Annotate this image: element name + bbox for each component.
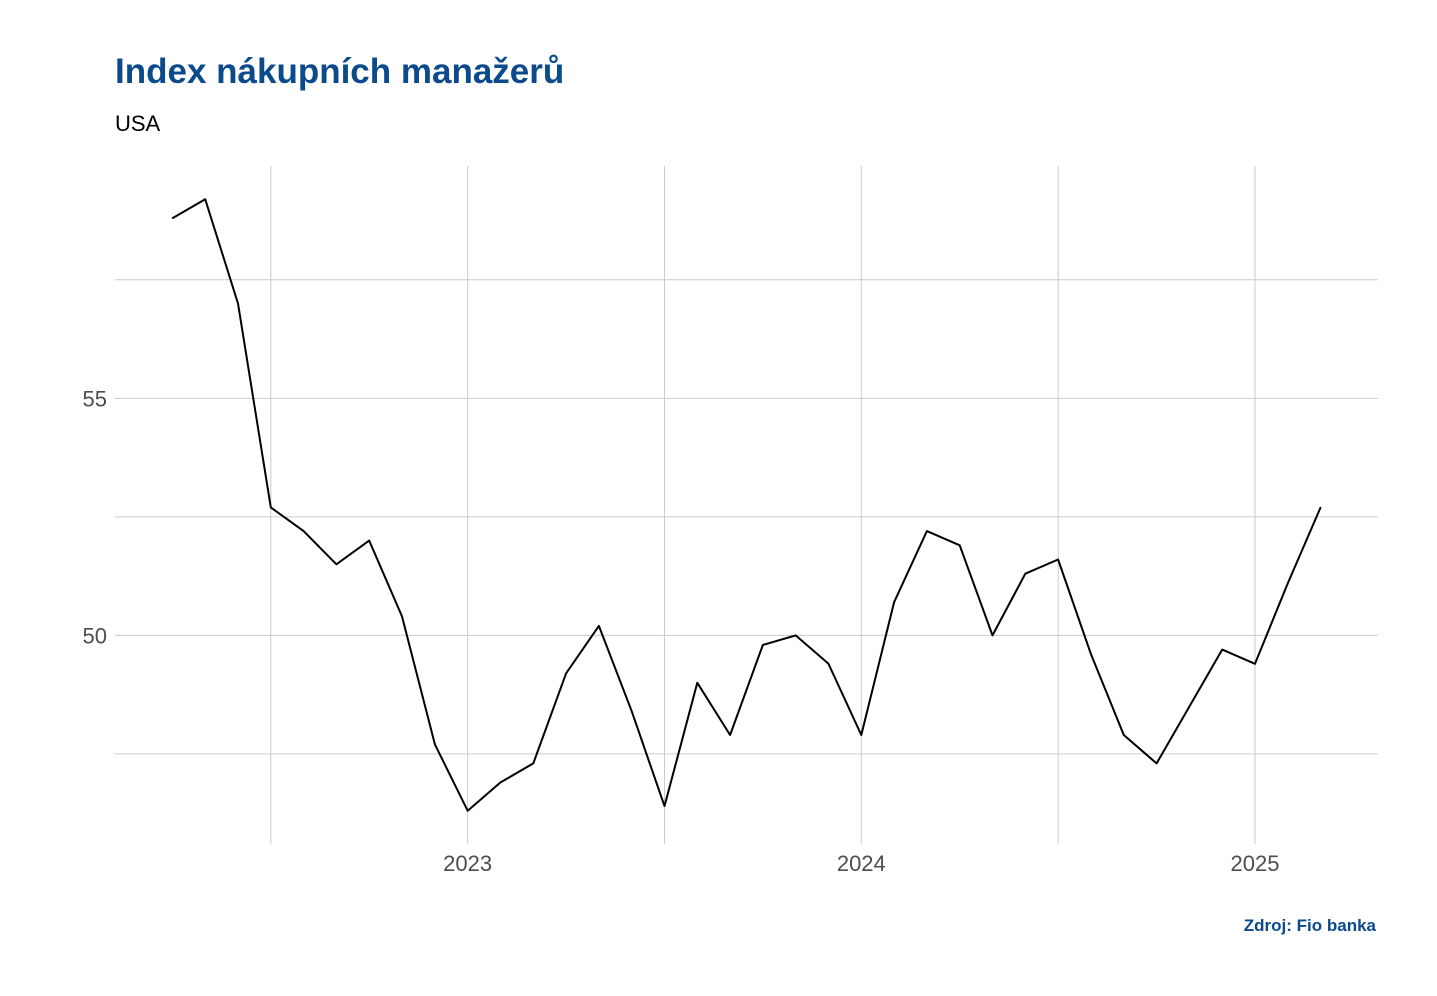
y-tick-label: 55 [83, 386, 107, 411]
data-point [368, 540, 370, 542]
data-point [729, 734, 731, 736]
data-point [991, 634, 994, 637]
data-point [1090, 653, 1092, 655]
data-point [1221, 649, 1223, 651]
series-line [171, 198, 1322, 812]
data-point [893, 601, 895, 603]
data-point [631, 710, 633, 712]
data-point [499, 781, 502, 784]
source-caption: Zdroj: Fio banka [1243, 916, 1376, 935]
data-point [827, 663, 830, 665]
data-point [1123, 734, 1125, 736]
data-point [270, 506, 272, 508]
data-point [1156, 762, 1158, 765]
data-point [303, 530, 305, 532]
data-point [532, 762, 534, 765]
data-point [598, 625, 600, 627]
data-point [795, 634, 797, 637]
data-point [959, 544, 961, 546]
x-tick-label: 2023 [443, 851, 492, 876]
data-point [926, 530, 928, 532]
data-point [696, 682, 698, 684]
data-point [1024, 573, 1026, 575]
data-point [237, 302, 239, 305]
data-point [434, 743, 436, 746]
y-tick-label: 50 [83, 623, 107, 648]
data-point [1320, 506, 1322, 508]
x-tick-label: 2024 [837, 851, 886, 876]
data-point [1057, 558, 1059, 561]
data-point [204, 198, 206, 200]
data-point [401, 615, 403, 618]
data-point [565, 672, 567, 674]
data-point [467, 810, 469, 812]
data-point [860, 734, 862, 736]
data-point [1254, 663, 1256, 665]
data-point [762, 644, 764, 646]
data-point [663, 805, 666, 807]
x-tick-label: 2025 [1231, 851, 1280, 876]
data-point [335, 563, 337, 565]
chart-subtitle: USA [115, 111, 161, 136]
data-point [1287, 582, 1289, 584]
chart-title: Index nákupních manažerů [115, 52, 565, 91]
data-point [171, 217, 173, 219]
data-point [1188, 705, 1190, 708]
